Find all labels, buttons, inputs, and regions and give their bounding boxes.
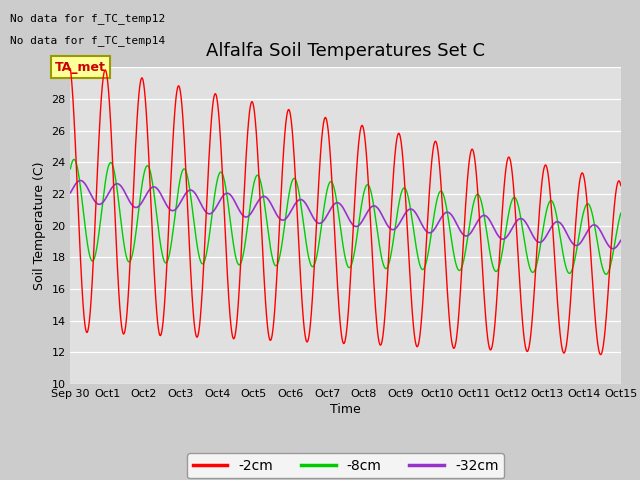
Text: TA_met: TA_met	[55, 60, 106, 74]
Y-axis label: Soil Temperature (C): Soil Temperature (C)	[33, 161, 45, 290]
Legend: -2cm, -8cm, -32cm: -2cm, -8cm, -32cm	[187, 453, 504, 479]
Text: No data for f_TC_temp14: No data for f_TC_temp14	[10, 36, 165, 47]
Title: Alfalfa Soil Temperatures Set C: Alfalfa Soil Temperatures Set C	[206, 42, 485, 60]
X-axis label: Time: Time	[330, 403, 361, 416]
Text: No data for f_TC_temp12: No data for f_TC_temp12	[10, 13, 165, 24]
